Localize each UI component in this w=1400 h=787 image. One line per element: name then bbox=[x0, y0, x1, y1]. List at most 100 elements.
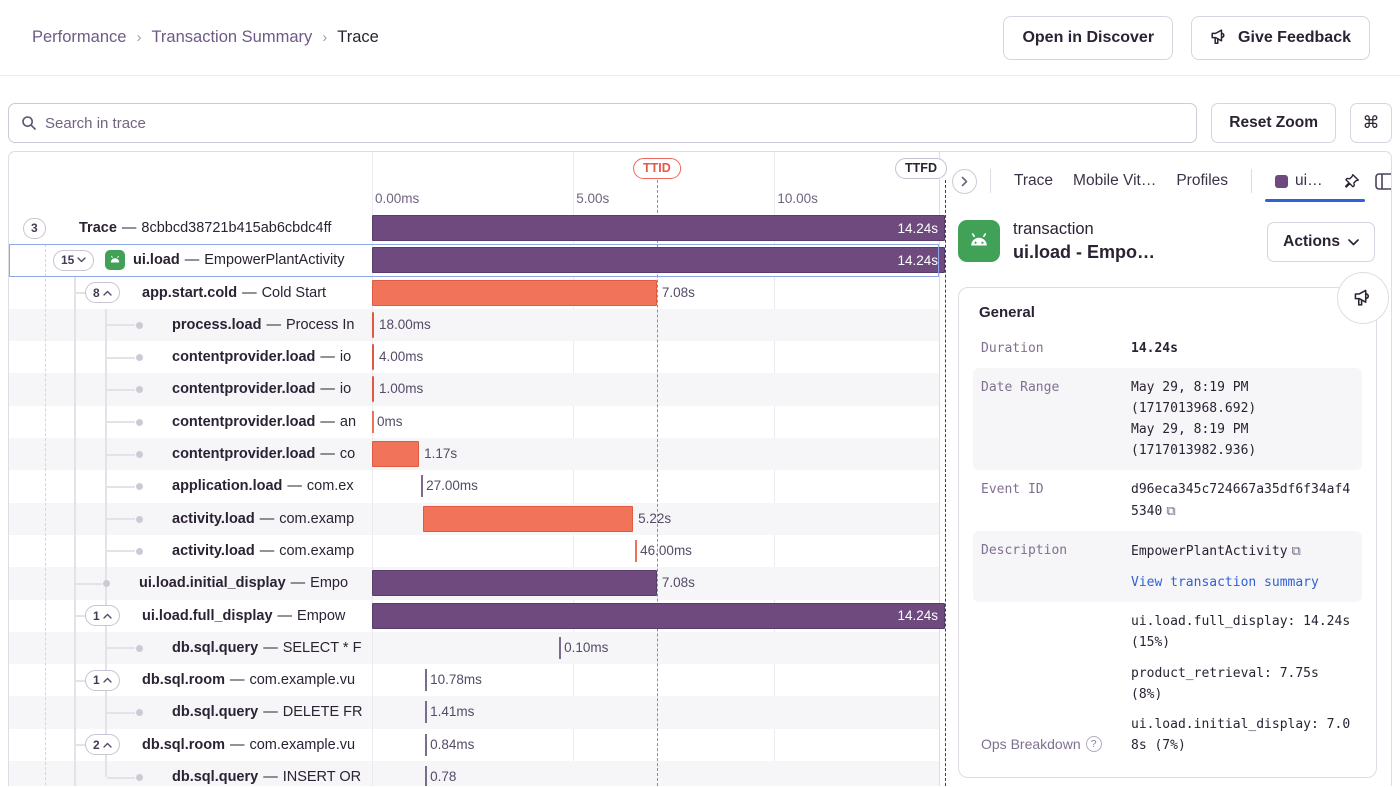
tree-connector-stub bbox=[76, 292, 85, 294]
span-count-pill[interactable]: 15 bbox=[53, 250, 94, 271]
span-count-pill[interactable]: 1 bbox=[85, 670, 120, 691]
open-in-discover-button[interactable]: Open in Discover bbox=[1003, 16, 1173, 60]
span-bar[interactable] bbox=[423, 506, 633, 532]
tab-divider bbox=[1251, 169, 1252, 193]
span-tree-cell[interactable]: process.load—Process In bbox=[9, 309, 372, 341]
trace-toolbar: Reset Zoom ⌘ bbox=[0, 103, 1400, 143]
search-input[interactable] bbox=[45, 115, 1184, 132]
span-count-pill[interactable]: 1 bbox=[85, 605, 120, 626]
span-tick[interactable] bbox=[425, 701, 427, 723]
span-tree-cell[interactable]: db.sql.query—INSERT OR bbox=[9, 761, 372, 786]
span-bar[interactable] bbox=[372, 570, 657, 596]
copy-icon[interactable]: ⧉ bbox=[1166, 503, 1175, 518]
span-tree-cell[interactable]: 1ui.load.full_display—Empow bbox=[9, 600, 372, 632]
detail-row: Date RangeMay 29, 8:19 PM(1717013968.692… bbox=[973, 368, 1362, 470]
detail-row: Duration14.24s bbox=[973, 329, 1362, 368]
actions-button[interactable]: Actions bbox=[1267, 222, 1375, 262]
span-row[interactable]: 3Trace—8cbbcd38721b415ab6cbdc4ff14.24s bbox=[9, 212, 939, 244]
span-tree-cell[interactable]: contentprovider.load—io bbox=[9, 373, 372, 405]
feedback-fab-button[interactable] bbox=[1337, 272, 1389, 324]
span-tree-cell[interactable]: activity.load—com.examp bbox=[9, 535, 372, 567]
span-row[interactable]: contentprovider.load—an0ms bbox=[9, 406, 939, 438]
span-bullet bbox=[136, 322, 143, 329]
span-row[interactable]: 8app.start.cold—Cold Start7.08s bbox=[9, 277, 939, 309]
span-row[interactable]: 15ui.load—EmpowerPlantActivity14.24s bbox=[9, 244, 939, 276]
span-tree-cell[interactable]: contentprovider.load—io bbox=[9, 341, 372, 373]
span-bar[interactable] bbox=[372, 441, 419, 467]
command-shortcut-button[interactable]: ⌘ bbox=[1350, 103, 1392, 143]
span-tick[interactable] bbox=[635, 540, 637, 562]
span-tick[interactable] bbox=[425, 734, 427, 756]
span-bar[interactable] bbox=[372, 312, 374, 338]
span-tick[interactable] bbox=[372, 411, 374, 433]
span-row[interactable]: db.sql.query—INSERT OR0.78 bbox=[9, 761, 939, 786]
span-tree-cell[interactable]: db.sql.query—DELETE FR bbox=[9, 696, 372, 728]
tab-profiles[interactable]: Profiles bbox=[1166, 152, 1238, 210]
breadcrumb-item[interactable]: Performance bbox=[32, 28, 126, 47]
span-bar[interactable] bbox=[372, 344, 374, 370]
tree-connector-stub bbox=[76, 744, 85, 746]
detail-value: ui.load.full_display: 14.24s (15%)produc… bbox=[1131, 611, 1354, 755]
search-box[interactable] bbox=[8, 103, 1197, 143]
span-tree-cell[interactable]: contentprovider.load—an bbox=[9, 406, 372, 438]
breadcrumb-item[interactable]: Transaction Summary bbox=[151, 28, 312, 47]
tab-trace[interactable]: Trace bbox=[1004, 152, 1063, 210]
tree-connector-stub bbox=[107, 712, 135, 714]
span-row[interactable]: ui.load.initial_display—Empo7.08s bbox=[9, 567, 939, 599]
span-bar[interactable]: 14.24s bbox=[372, 603, 945, 629]
span-bar[interactable] bbox=[372, 280, 657, 306]
span-row[interactable]: process.load—Process In18.00ms bbox=[9, 309, 939, 341]
tab-active-span[interactable]: ui… bbox=[1265, 152, 1333, 210]
span-bar[interactable] bbox=[372, 376, 374, 402]
span-row[interactable]: 2db.sql.room—com.example.vu0.84ms bbox=[9, 729, 939, 761]
span-bullet bbox=[136, 419, 143, 426]
span-tree-cell[interactable]: ui.load.initial_display—Empo bbox=[9, 567, 372, 599]
span-row[interactable]: contentprovider.load—io4.00ms bbox=[9, 341, 939, 373]
span-row[interactable]: activity.load—com.examp5.22s bbox=[9, 503, 939, 535]
span-bar[interactable]: 14.24s bbox=[372, 215, 945, 241]
span-tree-cell[interactable]: 3 Trace—8cbbcd38721b415ab6cbdc4ff bbox=[9, 212, 372, 244]
trace-waterfall: 0.00ms5.00s10.00s TTIDTTFD 3Trace—8cbbcd… bbox=[9, 152, 939, 786]
view-transaction-summary-link[interactable]: View transaction summary bbox=[1131, 572, 1354, 593]
reset-zoom-button[interactable]: Reset Zoom bbox=[1211, 103, 1336, 143]
span-bullet bbox=[136, 548, 143, 555]
span-tree-cell[interactable]: 8app.start.cold—Cold Start bbox=[9, 277, 372, 309]
timeline-tick-label: 5.00s bbox=[576, 191, 609, 206]
span-tick[interactable] bbox=[425, 669, 427, 691]
span-row[interactable]: 1ui.load.full_display—Empow14.24s bbox=[9, 600, 939, 632]
span-row[interactable]: contentprovider.load—io1.00ms bbox=[9, 373, 939, 405]
span-tree-cell[interactable]: 15ui.load—EmpowerPlantActivity bbox=[9, 244, 372, 276]
span-tree-cell[interactable]: activity.load—com.examp bbox=[9, 503, 372, 535]
span-row[interactable]: activity.load—com.examp46.00ms bbox=[9, 535, 939, 567]
collapse-panel-button[interactable] bbox=[952, 169, 977, 194]
span-row[interactable]: contentprovider.load—co1.17s bbox=[9, 438, 939, 470]
pin-tab-button[interactable] bbox=[1337, 166, 1367, 196]
span-count-pill[interactable]: 3 bbox=[23, 218, 46, 239]
span-tick[interactable] bbox=[421, 475, 423, 497]
ttid-badge[interactable]: TTID bbox=[633, 158, 681, 179]
span-bar[interactable]: 14.24s bbox=[372, 247, 945, 273]
span-row[interactable]: db.sql.query—DELETE FR1.41ms bbox=[9, 696, 939, 728]
detail-value: 14.24s bbox=[1131, 338, 1354, 359]
span-row[interactable]: 1db.sql.room—com.example.vu10.78ms bbox=[9, 664, 939, 696]
span-row[interactable]: db.sql.query—SELECT * F0.10ms bbox=[9, 632, 939, 664]
transaction-type-label: transaction bbox=[1013, 220, 1155, 239]
help-icon[interactable]: ? bbox=[1086, 736, 1102, 752]
span-tree-cell[interactable]: contentprovider.load—co bbox=[9, 438, 372, 470]
span-op-label: Trace—8cbbcd38721b415ab6cbdc4ff bbox=[79, 212, 331, 244]
ttfd-badge[interactable]: TTFD bbox=[895, 158, 947, 179]
span-count-pill[interactable]: 8 bbox=[85, 282, 120, 303]
span-tree-cell[interactable]: 1db.sql.room—com.example.vu bbox=[9, 664, 372, 696]
layout-left-button[interactable] bbox=[1371, 166, 1391, 196]
span-tick[interactable] bbox=[425, 766, 427, 786]
span-tree-cell[interactable]: db.sql.query—SELECT * F bbox=[9, 632, 372, 664]
megaphone-icon bbox=[1210, 29, 1229, 46]
tab-mobile-vit[interactable]: Mobile Vit… bbox=[1063, 152, 1166, 210]
span-tree-cell[interactable]: 2db.sql.room—com.example.vu bbox=[9, 729, 372, 761]
span-tick[interactable] bbox=[559, 637, 561, 659]
copy-icon[interactable]: ⧉ bbox=[1292, 543, 1301, 558]
span-count-pill[interactable]: 2 bbox=[85, 734, 120, 755]
give-feedback-button[interactable]: Give Feedback bbox=[1191, 16, 1370, 60]
span-row[interactable]: application.load—com.ex27.00ms bbox=[9, 470, 939, 502]
span-tree-cell[interactable]: application.load—com.ex bbox=[9, 470, 372, 502]
